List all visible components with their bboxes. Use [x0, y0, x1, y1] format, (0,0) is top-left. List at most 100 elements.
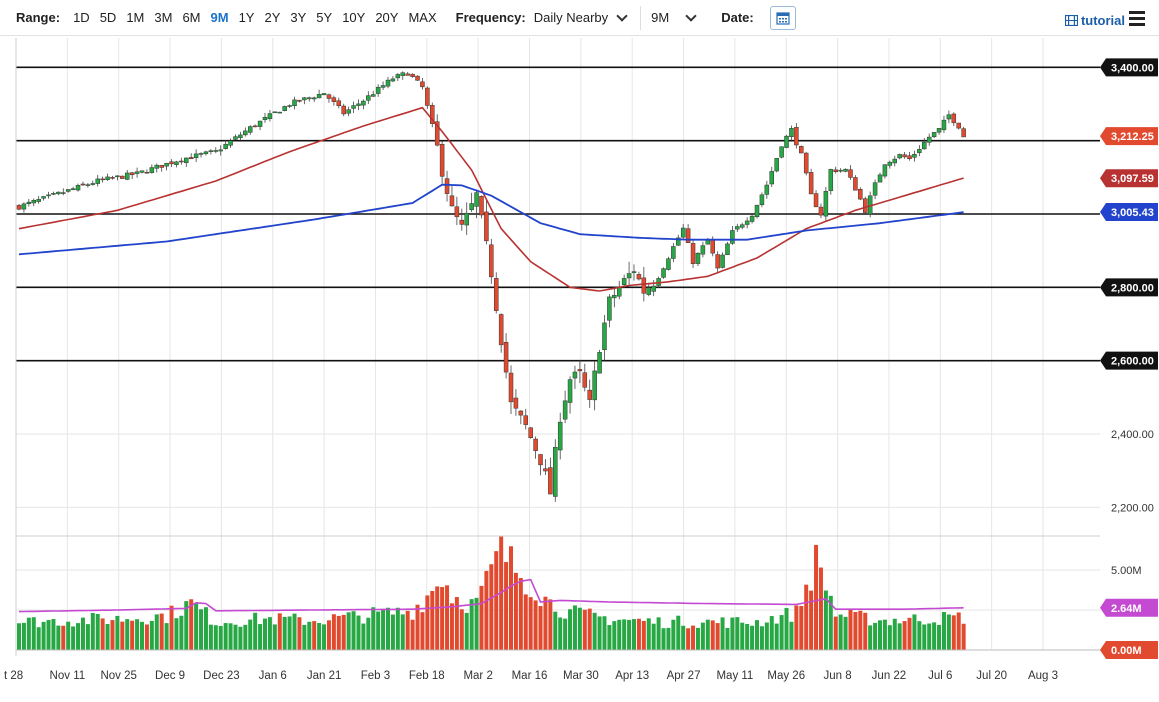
range-item-5d[interactable]: 5D	[99, 10, 117, 25]
level-badge-3400: 3,400.00	[1100, 58, 1158, 77]
x-tick-label: Mar 16	[512, 670, 548, 682]
candle-up	[164, 162, 169, 167]
frequency-dropdown[interactable]: Daily Nearby	[534, 9, 628, 25]
candle-up	[243, 130, 248, 136]
volume-bar-down	[169, 605, 174, 650]
volume-bar-up	[164, 623, 169, 650]
volume-bar-down	[528, 597, 533, 650]
candle-down	[858, 189, 863, 200]
volume-bar-up	[71, 626, 76, 650]
volume-bar-down	[509, 546, 513, 650]
x-tick-label: Jan 6	[259, 670, 287, 682]
tutorial-link[interactable]: tutorial	[1064, 13, 1125, 28]
candle-up	[203, 151, 209, 155]
candle-down	[582, 372, 588, 388]
range-item-5y[interactable]: 5Y	[316, 10, 333, 25]
candle-up	[380, 85, 386, 88]
volume-bar-up	[592, 612, 597, 650]
x-tick-label: Feb 3	[361, 670, 390, 682]
candle-up	[823, 191, 829, 217]
range-item-max[interactable]: MAX	[408, 10, 437, 25]
volume-zero-badge-shape	[1100, 641, 1158, 659]
volume-bar-down	[144, 624, 149, 650]
candle-up	[208, 150, 214, 152]
value-badges: 3,400.00 2,800.00 2,600.00 3,212.25 3,097.59…	[1100, 58, 1158, 659]
range-item-6m[interactable]: 6M	[182, 10, 201, 25]
candle-up	[247, 126, 253, 133]
volume-bar-down	[336, 615, 341, 650]
volume-bar-up	[745, 623, 750, 650]
ma-fast-badge-shape	[1100, 169, 1158, 188]
volume-bar-up	[85, 624, 90, 650]
candle-up	[56, 191, 61, 195]
volume-bar-up	[302, 624, 307, 650]
volume-bar-down	[818, 567, 823, 650]
hamburger-menu-icon[interactable]	[1129, 11, 1145, 26]
range-item-20y[interactable]: 20Y	[375, 10, 399, 25]
volume-bar-down	[686, 628, 691, 650]
candle-up	[385, 79, 391, 87]
volume-bar-up	[307, 621, 312, 650]
candle-up	[912, 153, 917, 158]
volume-bar-down	[641, 620, 646, 650]
candle-up	[651, 285, 656, 292]
volume-bar-down	[809, 590, 814, 650]
candle-up	[666, 258, 671, 270]
range-item-9m[interactable]: 9M	[210, 10, 229, 25]
volume-tick-label: 5.00M	[1111, 565, 1142, 577]
level-badge-2600-label: 2,600.00	[1111, 356, 1154, 368]
range-item-3m[interactable]: 3M	[154, 10, 173, 25]
volume-bar-up	[361, 623, 366, 650]
level-badge-2600: 2,600.00	[1100, 351, 1158, 370]
y-tick-label: 2,200.00	[1111, 502, 1154, 514]
range-item-2y[interactable]: 2Y	[264, 10, 281, 25]
range-item-1m[interactable]: 1M	[126, 10, 145, 25]
date-picker-button[interactable]	[769, 5, 796, 30]
volume-bar-up	[208, 624, 213, 650]
candle-down	[144, 171, 150, 174]
volume-bar-down	[833, 616, 838, 650]
volume-bar-down	[956, 612, 961, 650]
candle-down	[120, 175, 125, 179]
volume-average-badge-shape	[1100, 598, 1158, 617]
volume-bar-up	[179, 615, 184, 650]
volume-bar-up	[646, 618, 651, 650]
candle-up	[789, 128, 794, 137]
candle-up	[184, 157, 189, 163]
candle-up	[828, 169, 834, 191]
axes: t 28 Nov 11 Nov 25 Dec 9 Dec 23 Jan 6 Jan 21 Fe…	[4, 38, 1154, 682]
volume-bar-down	[454, 597, 459, 650]
candle-down	[498, 314, 504, 346]
volume-bar-up	[755, 620, 759, 650]
volume-bar-down	[715, 623, 720, 650]
candle-down	[341, 105, 346, 115]
volume-bar-down	[902, 621, 907, 650]
candle-up	[351, 105, 356, 109]
candle-up	[36, 198, 41, 202]
volume-bar-up	[774, 623, 779, 650]
volume-bar-up	[149, 620, 154, 650]
period-value: 9M	[651, 10, 670, 25]
range-item-1y[interactable]: 1Y	[238, 10, 255, 25]
y-tick-label: 2,400.00	[1111, 429, 1154, 441]
divider	[640, 5, 642, 30]
candle-down	[523, 415, 529, 425]
range-item-1d[interactable]: 1D	[73, 10, 90, 25]
range-item-3y[interactable]: 3Y	[290, 10, 307, 25]
candle-down	[513, 397, 519, 409]
volume-bar-up	[651, 623, 656, 650]
range-item-10y[interactable]: 10Y	[342, 10, 366, 25]
period-dropdown[interactable]: 9M	[651, 9, 697, 25]
x-tick-label: Apr 13	[615, 670, 649, 682]
level-badge-2800-shape	[1100, 278, 1158, 297]
candle-up	[557, 421, 563, 451]
calendar-icon	[776, 11, 790, 25]
volume-bar-down	[853, 611, 858, 650]
volume-bar-down	[863, 612, 868, 650]
volume-bar-up	[386, 607, 390, 650]
volume-bar-up	[56, 625, 61, 650]
volume-bar-up	[764, 622, 769, 650]
candle-up	[85, 184, 91, 186]
candle-up	[735, 226, 740, 230]
volume-bar-up	[322, 624, 327, 650]
